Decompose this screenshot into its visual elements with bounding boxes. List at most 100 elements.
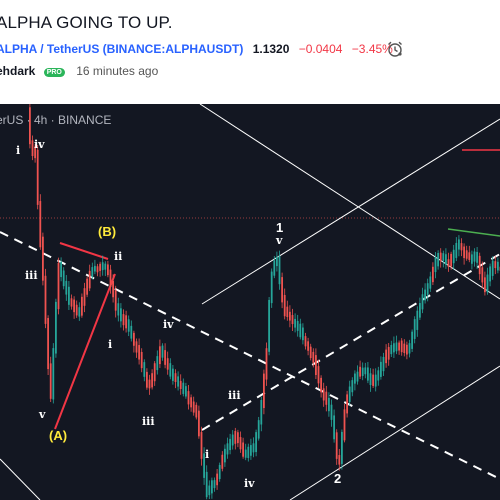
wave-label-i-mid: i xyxy=(108,338,113,351)
candle-body xyxy=(442,253,445,261)
candle-body xyxy=(250,445,252,456)
wave-label-i-top: i xyxy=(16,144,21,157)
candle-body xyxy=(255,432,257,453)
candle-body xyxy=(75,304,78,316)
candle-body xyxy=(260,400,263,425)
candle-body xyxy=(138,345,140,360)
wave-label-v-left: v xyxy=(39,408,46,421)
candle-body xyxy=(153,363,156,382)
candle-body xyxy=(39,201,42,248)
candle-body xyxy=(343,409,346,441)
candle-body xyxy=(135,341,138,353)
candle-body xyxy=(372,374,374,386)
candle-body xyxy=(307,341,309,351)
candle-body xyxy=(351,380,354,393)
candle-body xyxy=(231,434,234,446)
channel-rising-upper-line xyxy=(201,118,500,305)
candle-body xyxy=(99,263,101,271)
chart-legend: erUS · 4h · BINANCE xyxy=(0,113,112,127)
price-change-percent: −3.45% xyxy=(351,42,393,56)
wave-label-b: (B) xyxy=(98,224,117,239)
author-name[interactable]: ehdark xyxy=(0,64,36,78)
candle-body xyxy=(239,437,242,450)
candle-body xyxy=(133,332,135,346)
candle-body xyxy=(476,251,478,263)
candle-body xyxy=(276,257,278,267)
candle-body xyxy=(281,277,283,303)
candle-body xyxy=(107,264,109,276)
wave-label-iii-low: iii xyxy=(142,415,155,428)
candle-body xyxy=(120,308,122,322)
candle-body xyxy=(265,348,268,380)
candle-body xyxy=(481,267,484,283)
candle-body xyxy=(263,373,265,409)
candle-body xyxy=(221,454,224,469)
alarm-clock-icon[interactable] xyxy=(386,40,404,58)
candle-body xyxy=(398,342,400,351)
candle-body xyxy=(486,274,489,293)
candle-body xyxy=(151,373,153,388)
candle-body xyxy=(247,446,250,459)
candle-body xyxy=(484,277,486,293)
candle-body xyxy=(304,336,307,347)
candle-body xyxy=(364,367,367,375)
candle-body xyxy=(104,263,107,270)
wave-label-iii-left: iii xyxy=(25,269,38,282)
candle-body xyxy=(86,278,88,295)
channel-lower-left-line xyxy=(0,458,41,500)
price-chart[interactable]: erUS · 4h · BINANCE i iv iii v (A) (B) i… xyxy=(0,104,500,500)
candle-body xyxy=(333,415,335,440)
candle-body xyxy=(179,380,182,390)
candle-body xyxy=(421,294,424,310)
candle-body xyxy=(114,290,117,311)
candle-body xyxy=(109,269,112,288)
wave-label-iv-low: iv xyxy=(244,477,255,490)
candle-body xyxy=(341,431,343,464)
publish-time: 16 minutes ago xyxy=(76,64,159,78)
candle-body xyxy=(42,236,44,281)
candle-body xyxy=(190,397,192,408)
wave-label-ii: ii xyxy=(114,250,123,263)
candle-body xyxy=(226,443,229,455)
candle-body xyxy=(312,351,315,363)
candle-body xyxy=(320,377,322,393)
candle-body xyxy=(270,271,273,304)
candle-body xyxy=(471,254,473,264)
candle-body xyxy=(348,386,351,402)
candle-body xyxy=(309,346,312,359)
candle-body xyxy=(224,448,226,463)
candle-body xyxy=(127,319,130,332)
candle-body xyxy=(70,298,73,307)
candle-body xyxy=(44,275,47,324)
candle-body xyxy=(73,299,75,313)
candle-body xyxy=(335,432,338,459)
symbol-link[interactable]: ALPHA / TetherUS (BINANCE:ALPHAUSDT) xyxy=(0,42,244,56)
candle-body xyxy=(387,346,390,360)
candle-body xyxy=(382,356,385,372)
chart-canvas xyxy=(0,104,500,500)
candle-body xyxy=(450,253,452,267)
candle-body xyxy=(237,432,239,444)
candle-body xyxy=(252,443,255,453)
candle-body xyxy=(159,346,161,365)
candle-body xyxy=(322,388,325,401)
candle-body xyxy=(374,374,377,387)
candle-body xyxy=(273,260,276,276)
wave-label-iii-mid: iii xyxy=(228,389,241,402)
candle-body xyxy=(294,318,296,328)
candle-body xyxy=(494,261,497,269)
candle-body xyxy=(429,276,432,289)
candle-body xyxy=(377,370,380,381)
candle-body xyxy=(117,303,120,316)
last-price: 1.1320 xyxy=(252,42,290,56)
chart-drawings xyxy=(0,104,500,500)
candle-body xyxy=(234,430,237,444)
rising-dashed-line xyxy=(201,253,500,431)
candle-body xyxy=(164,350,166,365)
candle-body xyxy=(166,358,169,370)
candle-body xyxy=(229,438,231,451)
candle-body xyxy=(36,149,39,205)
idea-title: ALPHA GOING TO UP. xyxy=(0,13,173,32)
candle-body xyxy=(296,320,299,331)
candle-body xyxy=(156,356,159,371)
